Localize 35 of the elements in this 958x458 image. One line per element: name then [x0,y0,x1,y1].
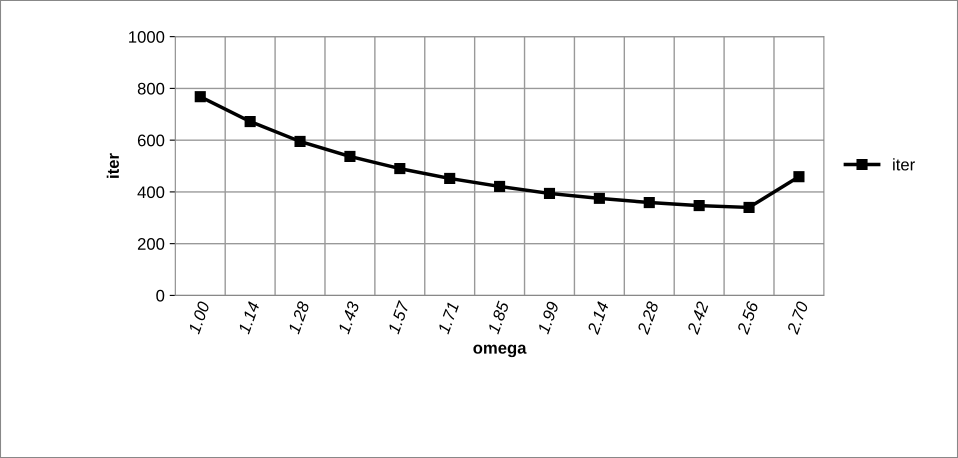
x-tick-label: 1.85 [487,300,510,335]
x-tick-label: 2.14 [586,301,609,335]
point [194,91,206,102]
x-tick-label: 2.70 [786,300,809,336]
point [743,202,755,213]
point [294,136,306,147]
x-tick-label: 1.71 [438,302,459,334]
point [793,171,804,182]
point [544,188,556,200]
y-axis-title: iter [106,153,119,178]
x-tick-label: 2.28 [636,300,659,336]
y-tick-label: 400 [137,186,164,198]
x-tick-label: 1.57 [388,300,410,335]
legend-label: iter [893,158,915,170]
y-tick-label: 800 [138,82,164,95]
point [594,192,605,204]
y-tick-label: 1000 [129,31,164,43]
x-tick-label: 1.28 [288,300,310,335]
x-axis-title: omega [473,344,527,358]
x-tick-label: 1.14 [238,301,260,334]
y-tick-label: 200 [138,238,164,250]
point [644,196,655,208]
x-tick-label: 1.00 [188,300,210,335]
x-tick-label: 1.99 [537,300,560,335]
point [494,180,506,192]
point [444,172,456,184]
point [244,116,256,128]
point [694,200,705,212]
point [394,163,406,174]
y-tick-label: 0 [156,290,164,302]
x-tick-label: 1.43 [338,300,360,335]
x-tick-label: 2.56 [736,300,759,336]
point [344,150,356,162]
y-tick-label: 600 [138,134,164,146]
x-tick-label: 2.42 [686,300,709,335]
